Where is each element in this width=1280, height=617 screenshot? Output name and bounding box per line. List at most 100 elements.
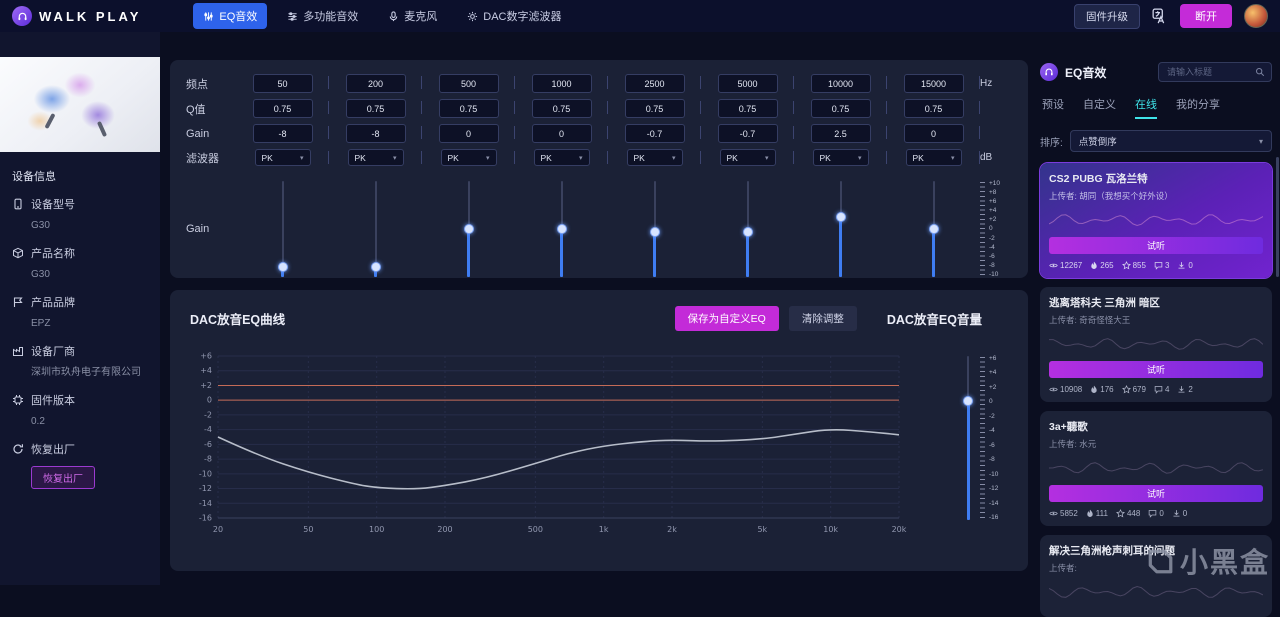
svg-text:+2: +2 bbox=[200, 381, 212, 390]
db-scale-label: +6 bbox=[989, 198, 997, 206]
slider-handle[interactable] bbox=[463, 224, 474, 234]
svg-text:50: 50 bbox=[303, 525, 313, 534]
eq-freq-input[interactable] bbox=[438, 74, 499, 93]
eq-gain-input[interactable] bbox=[903, 124, 964, 143]
svg-text:5k: 5k bbox=[757, 525, 767, 534]
eq-freq-input[interactable] bbox=[252, 74, 313, 93]
eq-gain-input[interactable] bbox=[438, 124, 499, 143]
eq-freq-input[interactable] bbox=[531, 74, 592, 93]
eq-preset-card[interactable]: 解决三角洲枪声刺耳的问题 上传者: bbox=[1040, 535, 1272, 617]
svg-text:-8: -8 bbox=[204, 455, 212, 464]
dac-volume-slider[interactable] bbox=[960, 356, 976, 520]
card-title: 3a+聽歌 bbox=[1049, 421, 1088, 433]
chevron-down-icon: ▾ bbox=[578, 154, 583, 162]
eq-gain-input[interactable] bbox=[810, 124, 871, 143]
slider-handle[interactable] bbox=[649, 227, 660, 238]
db-scale-label: +4 bbox=[989, 207, 997, 215]
tab-我的分享[interactable]: 我的分享 bbox=[1176, 99, 1220, 111]
device-info-label: 产品名称 bbox=[31, 248, 75, 260]
eq-gain-slider[interactable] bbox=[926, 181, 942, 277]
tab-预设[interactable]: 预设 bbox=[1042, 99, 1064, 111]
volume-scale-label: +2 bbox=[989, 383, 997, 391]
eq-q-input[interactable] bbox=[438, 99, 499, 118]
save-custom-eq-button[interactable]: 保存为自定义EQ bbox=[674, 306, 779, 331]
eq-freq-input[interactable] bbox=[345, 74, 406, 93]
eq-freq-input[interactable] bbox=[903, 74, 964, 93]
eq-freq-input[interactable] bbox=[717, 74, 778, 93]
factory-icon bbox=[12, 345, 24, 357]
language-icon[interactable] bbox=[1152, 8, 1168, 24]
eq-gain-slider[interactable] bbox=[647, 181, 663, 277]
slider-handle[interactable] bbox=[963, 395, 973, 406]
eq-q-input[interactable] bbox=[531, 99, 592, 118]
eq-section-icon bbox=[1040, 63, 1058, 81]
eq-gain-slider[interactable] bbox=[461, 181, 477, 277]
listen-button[interactable]: 试听 bbox=[1049, 237, 1263, 254]
listen-button[interactable]: 试听 bbox=[1049, 485, 1263, 502]
tab-自定义[interactable]: 自定义 bbox=[1083, 99, 1116, 111]
eq-gain-slider[interactable] bbox=[554, 181, 570, 277]
slider-handle[interactable] bbox=[556, 224, 567, 234]
svg-text:20: 20 bbox=[213, 525, 223, 534]
nav-multi-effects[interactable]: 多功能音效 bbox=[277, 3, 368, 29]
eq-q-input[interactable] bbox=[717, 99, 778, 118]
nav-dac-filter[interactable]: DAC数字滤波器 bbox=[457, 3, 571, 29]
eq-filter-select[interactable]: PK ▾ bbox=[533, 149, 590, 166]
tab-在线[interactable]: 在线 bbox=[1135, 96, 1157, 119]
slider-handle[interactable] bbox=[370, 262, 381, 273]
eq-q-input[interactable] bbox=[345, 99, 406, 118]
eq-freq-input[interactable] bbox=[624, 74, 685, 93]
eq-filter-select[interactable]: PK ▾ bbox=[440, 149, 497, 166]
card-title: 解决三角洲枪声刺耳的问题 bbox=[1049, 545, 1175, 557]
gain-db-scale: +10 +8 +6 +4 +2 0 -2 -4 -6 -8 -10 bbox=[980, 180, 1015, 278]
device-info-value: 深圳市玖舟电子有限公司 bbox=[31, 367, 141, 378]
device-sidebar: 设备信息 设备型号 G30 产品名称 G30 产品品牌 EPZ 设备厂商 深圳市玖舟电子有限公… bbox=[0, 32, 160, 585]
eq-cell bbox=[608, 74, 701, 93]
sort-select[interactable]: 点赞倒序 ▾ bbox=[1069, 130, 1272, 152]
eq-q-input[interactable] bbox=[810, 99, 871, 118]
eq-filter-select[interactable]: PK ▾ bbox=[905, 149, 962, 166]
eq-gain-input[interactable] bbox=[531, 124, 592, 143]
slider-fill bbox=[560, 229, 563, 277]
eq-filter-select[interactable]: PK ▾ bbox=[626, 149, 683, 166]
eq-cell bbox=[422, 124, 515, 143]
eq-gain-input[interactable] bbox=[624, 124, 685, 143]
eq-gain-slider[interactable] bbox=[833, 181, 849, 277]
slider-handle[interactable] bbox=[928, 224, 939, 234]
listen-button[interactable]: 试听 bbox=[1049, 361, 1263, 378]
eq-preset-card[interactable]: 3a+聽歌 上传者: 水元 试听 5852 111 448 0 0 bbox=[1040, 411, 1272, 526]
eq-filter-select[interactable]: PK ▾ bbox=[812, 149, 869, 166]
device-info-value: 0.2 bbox=[31, 416, 45, 427]
clear-adjust-button[interactable]: 清除调整 bbox=[788, 306, 857, 331]
eq-filter-select[interactable]: PK ▾ bbox=[254, 149, 311, 166]
slider-handle[interactable] bbox=[277, 262, 288, 273]
eq-q-input[interactable] bbox=[903, 99, 964, 118]
user-avatar[interactable] bbox=[1244, 4, 1268, 28]
db-scale-label: +8 bbox=[989, 189, 997, 197]
eq-gain-slider[interactable] bbox=[368, 181, 384, 277]
factory-reset-button[interactable]: 恢复出厂 bbox=[31, 466, 95, 489]
eq-filter-select[interactable]: PK ▾ bbox=[719, 149, 776, 166]
eq-gain-input[interactable] bbox=[717, 124, 778, 143]
eq-preset-card[interactable]: 逃离塔科夫 三角洲 暗区 上传者: 奇奇怪怪大王 试听 10908 176 679 4 2 bbox=[1040, 287, 1272, 402]
nav-eq[interactable]: EQ音效 bbox=[193, 3, 268, 29]
slider-track bbox=[374, 181, 377, 277]
eq-freq-input[interactable] bbox=[810, 74, 871, 93]
firmware-upgrade-button[interactable]: 固件升级 bbox=[1074, 3, 1140, 29]
flame-icon bbox=[1086, 509, 1094, 518]
eq-preset-card[interactable]: CS2 PUBG 瓦洛兰特 上传者: 胡同（我想买个好外设） 试听 12267 265 8… bbox=[1040, 163, 1272, 278]
search-input[interactable] bbox=[1165, 66, 1251, 78]
eq-gain-slider[interactable] bbox=[740, 181, 756, 277]
slider-handle[interactable] bbox=[742, 227, 753, 238]
disconnect-button[interactable]: 断开 bbox=[1180, 4, 1232, 28]
stat-views: 5852 bbox=[1060, 509, 1078, 518]
eq-q-input[interactable] bbox=[624, 99, 685, 118]
eq-filter-select[interactable]: PK ▾ bbox=[347, 149, 404, 166]
nav-microphone[interactable]: 麦克风 bbox=[378, 3, 447, 29]
slider-handle[interactable] bbox=[835, 212, 846, 222]
eq-gain-input[interactable] bbox=[252, 124, 313, 143]
eq-gain-slider[interactable] bbox=[275, 181, 291, 277]
eq-gain-input[interactable] bbox=[345, 124, 406, 143]
eq-q-input[interactable] bbox=[252, 99, 313, 118]
scrollbar[interactable] bbox=[1276, 157, 1279, 277]
